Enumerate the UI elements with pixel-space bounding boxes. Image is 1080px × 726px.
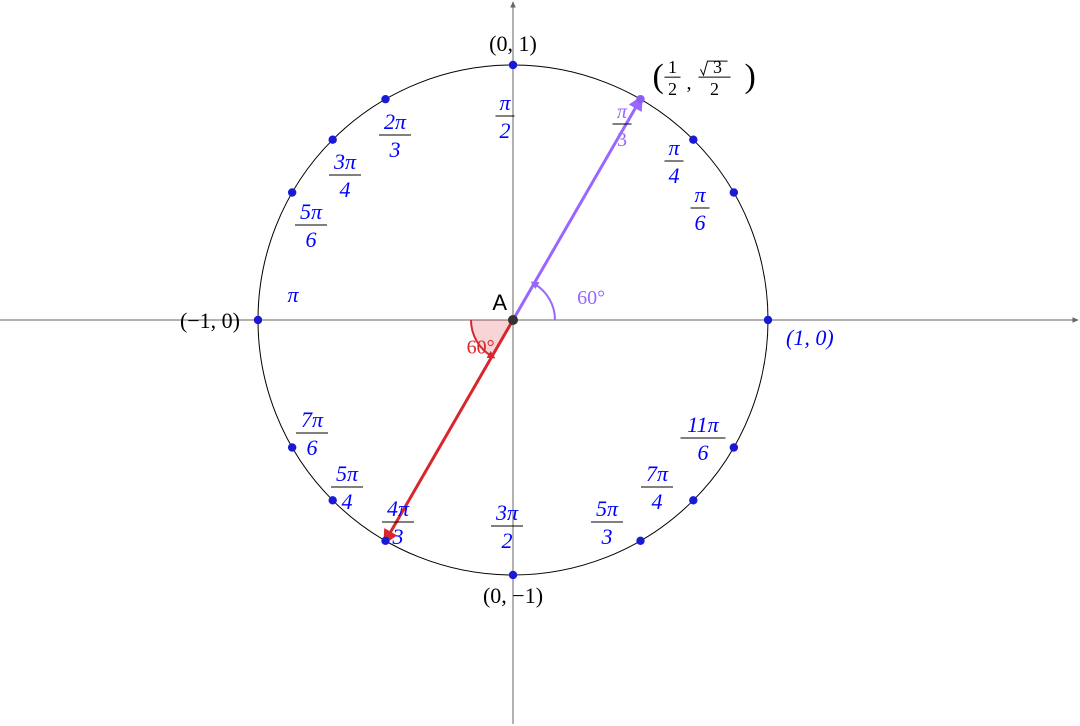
svg-text:5π: 5π <box>336 461 359 486</box>
unit-circle-diagram: (1, 0)(0, 1)(−1, 0)(0, −1)π6π4π3π22π33π4… <box>0 0 1080 726</box>
axes <box>0 2 1078 724</box>
svg-text:): ) <box>745 58 756 95</box>
svg-text:4: 4 <box>342 489 353 514</box>
svg-text:(−1, 0): (−1, 0) <box>180 308 240 333</box>
svg-text:4: 4 <box>340 177 351 202</box>
svg-text:3: 3 <box>713 57 722 77</box>
svg-text:(0, −1): (0, −1) <box>483 583 543 608</box>
svg-text:π: π <box>617 101 628 123</box>
svg-text:3: 3 <box>601 524 613 549</box>
svg-text:2π: 2π <box>384 109 407 134</box>
svg-text:3: 3 <box>392 524 404 549</box>
svg-text:(: ( <box>653 58 664 95</box>
svg-text:,: , <box>687 72 692 94</box>
svg-text:4: 4 <box>652 489 663 514</box>
svg-text:3π: 3π <box>495 500 519 525</box>
svg-text:7π: 7π <box>646 461 669 486</box>
svg-text:3: 3 <box>617 129 627 151</box>
svg-text:7π: 7π <box>301 407 324 432</box>
svg-text:11π: 11π <box>687 412 719 437</box>
svg-text:(0, 1): (0, 1) <box>489 31 537 56</box>
svg-text:3: 3 <box>389 137 401 162</box>
svg-text:1: 1 <box>668 57 677 77</box>
svg-text:(1, 0): (1, 0) <box>786 325 834 350</box>
svg-text:4: 4 <box>669 163 680 188</box>
svg-text:4π: 4π <box>387 496 410 521</box>
svg-text:6: 6 <box>695 210 706 235</box>
svg-text:A: A <box>492 290 507 315</box>
svg-text:π: π <box>694 182 706 207</box>
svg-text:3π: 3π <box>333 149 357 174</box>
svg-text:5π: 5π <box>596 496 619 521</box>
svg-text:π: π <box>668 135 680 160</box>
svg-text:2: 2 <box>502 528 513 553</box>
svg-text:2: 2 <box>710 79 719 99</box>
svg-text:π: π <box>287 282 299 307</box>
svg-text:60°: 60° <box>467 336 495 358</box>
svg-text:6: 6 <box>307 435 318 460</box>
svg-text:2: 2 <box>668 79 677 99</box>
svg-text:5π: 5π <box>300 199 323 224</box>
svg-text:60°: 60° <box>577 287 605 309</box>
svg-text:π: π <box>499 90 511 115</box>
svg-text:2: 2 <box>500 118 511 143</box>
svg-text:6: 6 <box>698 440 709 465</box>
svg-text:6: 6 <box>306 227 317 252</box>
